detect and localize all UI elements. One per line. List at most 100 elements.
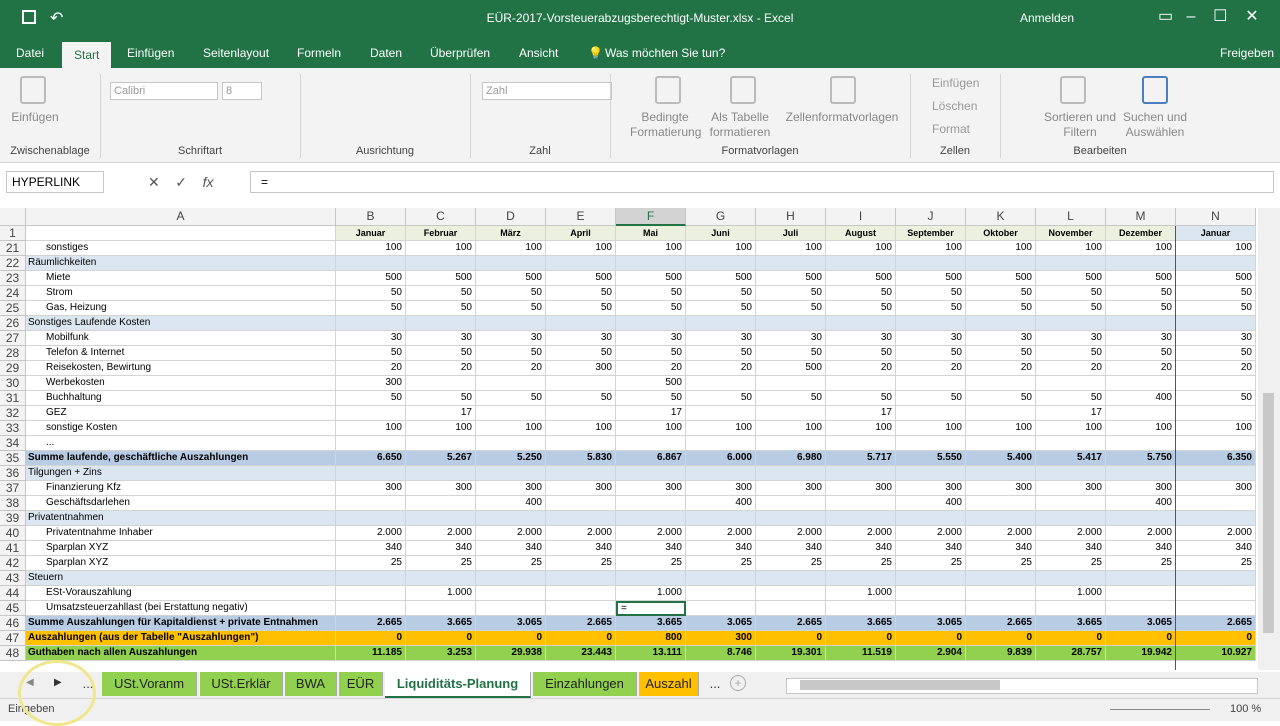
- cell[interactable]: [896, 256, 966, 271]
- cell[interactable]: 23.443: [546, 646, 616, 661]
- cell[interactable]: 100: [1176, 241, 1256, 256]
- cell[interactable]: 300: [896, 481, 966, 496]
- cell[interactable]: 100: [756, 421, 826, 436]
- cell[interactable]: 50: [896, 286, 966, 301]
- cell[interactable]: [1106, 466, 1176, 481]
- cell[interactable]: [1176, 466, 1256, 481]
- cell[interactable]: 50: [1106, 286, 1176, 301]
- cell[interactable]: [1176, 571, 1256, 586]
- cell[interactable]: 50: [1176, 346, 1256, 361]
- cell[interactable]: 25: [616, 556, 686, 571]
- cell[interactable]: 300: [1176, 481, 1256, 496]
- sheet-tab[interactable]: USt.Voranm: [102, 672, 197, 696]
- cell[interactable]: 2.000: [1176, 526, 1256, 541]
- cell[interactable]: 9.839: [966, 646, 1036, 661]
- cell[interactable]: 6.867: [616, 451, 686, 466]
- cell[interactable]: [1036, 316, 1106, 331]
- cell[interactable]: 100: [616, 241, 686, 256]
- cell[interactable]: 100: [406, 421, 476, 436]
- cell[interactable]: 50: [336, 286, 406, 301]
- cell[interactable]: [476, 436, 546, 451]
- cell[interactable]: 5.400: [966, 451, 1036, 466]
- sheet-tab[interactable]: Auszahl: [639, 672, 699, 696]
- cell[interactable]: [1036, 571, 1106, 586]
- cell[interactable]: [966, 406, 1036, 421]
- cell[interactable]: 50: [616, 301, 686, 316]
- cell[interactable]: [1176, 256, 1256, 271]
- cell[interactable]: 400: [896, 496, 966, 511]
- cell[interactable]: 19.301: [756, 646, 826, 661]
- cell[interactable]: [966, 496, 1036, 511]
- cell[interactable]: [686, 601, 756, 616]
- sheet-tab[interactable]: Einzahlungen: [533, 672, 637, 696]
- cell[interactable]: [686, 511, 756, 526]
- cell[interactable]: 340: [546, 541, 616, 556]
- ribbon-tab[interactable]: Daten: [370, 46, 403, 60]
- cell[interactable]: 0: [1106, 631, 1176, 646]
- sign-in[interactable]: Anmelden: [1020, 11, 1075, 25]
- sheet-tab[interactable]: BWA: [285, 672, 337, 696]
- cell[interactable]: 2.000: [756, 526, 826, 541]
- cell[interactable]: 50: [406, 301, 476, 316]
- cell[interactable]: 500: [966, 271, 1036, 286]
- cell[interactable]: 50: [826, 286, 896, 301]
- cell[interactable]: 300: [686, 631, 756, 646]
- cell[interactable]: 100: [616, 421, 686, 436]
- cell[interactable]: 500: [756, 361, 826, 376]
- cell[interactable]: 400: [1106, 391, 1176, 406]
- cell[interactable]: 20: [336, 361, 406, 376]
- cell[interactable]: 340: [1106, 541, 1176, 556]
- cell[interactable]: 3.253: [406, 646, 476, 661]
- cell[interactable]: 3.665: [616, 616, 686, 631]
- cell[interactable]: [1106, 571, 1176, 586]
- cell[interactable]: [826, 256, 896, 271]
- cell[interactable]: 50: [756, 286, 826, 301]
- ribbon-button[interactable]: Calibri: [110, 82, 218, 100]
- cell[interactable]: 400: [476, 496, 546, 511]
- cell[interactable]: 300: [546, 361, 616, 376]
- cell[interactable]: 0: [756, 631, 826, 646]
- cell[interactable]: [1036, 436, 1106, 451]
- cell[interactable]: [616, 511, 686, 526]
- cell[interactable]: 50: [406, 286, 476, 301]
- cell[interactable]: 25: [546, 556, 616, 571]
- cell[interactable]: 5.250: [476, 451, 546, 466]
- cell[interactable]: [1036, 376, 1106, 391]
- ribbon-tab[interactable]: Datei: [16, 46, 45, 60]
- cell[interactable]: 340: [966, 541, 1036, 556]
- cell[interactable]: 30: [1036, 331, 1106, 346]
- cell[interactable]: 5.830: [546, 451, 616, 466]
- cell[interactable]: [826, 571, 896, 586]
- cell[interactable]: 50: [546, 301, 616, 316]
- cell[interactable]: 340: [616, 541, 686, 556]
- cell[interactable]: 5.550: [896, 451, 966, 466]
- cell[interactable]: [1036, 601, 1106, 616]
- cell[interactable]: 300: [826, 481, 896, 496]
- cell[interactable]: [336, 256, 406, 271]
- cell[interactable]: [616, 496, 686, 511]
- cell[interactable]: 25: [1036, 556, 1106, 571]
- cell[interactable]: 500: [546, 271, 616, 286]
- cell[interactable]: [336, 406, 406, 421]
- cell[interactable]: 340: [896, 541, 966, 556]
- cell[interactable]: 50: [826, 391, 896, 406]
- cell[interactable]: [616, 256, 686, 271]
- cell[interactable]: 0: [406, 631, 476, 646]
- cell[interactable]: 30: [756, 331, 826, 346]
- cell[interactable]: [336, 511, 406, 526]
- cell[interactable]: 50: [1036, 346, 1106, 361]
- cell[interactable]: 500: [616, 376, 686, 391]
- cell[interactable]: 3.065: [686, 616, 756, 631]
- formula-input[interactable]: =: [250, 171, 1274, 193]
- tab-overflow[interactable]: ...: [709, 676, 721, 691]
- cell[interactable]: 100: [476, 421, 546, 436]
- ribbon-button[interactable]: Format: [932, 122, 971, 136]
- ribbon-button[interactable]: Sortieren und Filtern: [1043, 110, 1117, 139]
- save-icon[interactable]: [22, 10, 36, 24]
- scroll-thumb[interactable]: [1263, 393, 1274, 633]
- cell[interactable]: 20: [686, 361, 756, 376]
- cell[interactable]: 1.000: [616, 586, 686, 601]
- cell[interactable]: 50: [896, 301, 966, 316]
- cell[interactable]: 50: [966, 346, 1036, 361]
- ribbon-tab[interactable]: Einfügen: [127, 46, 175, 60]
